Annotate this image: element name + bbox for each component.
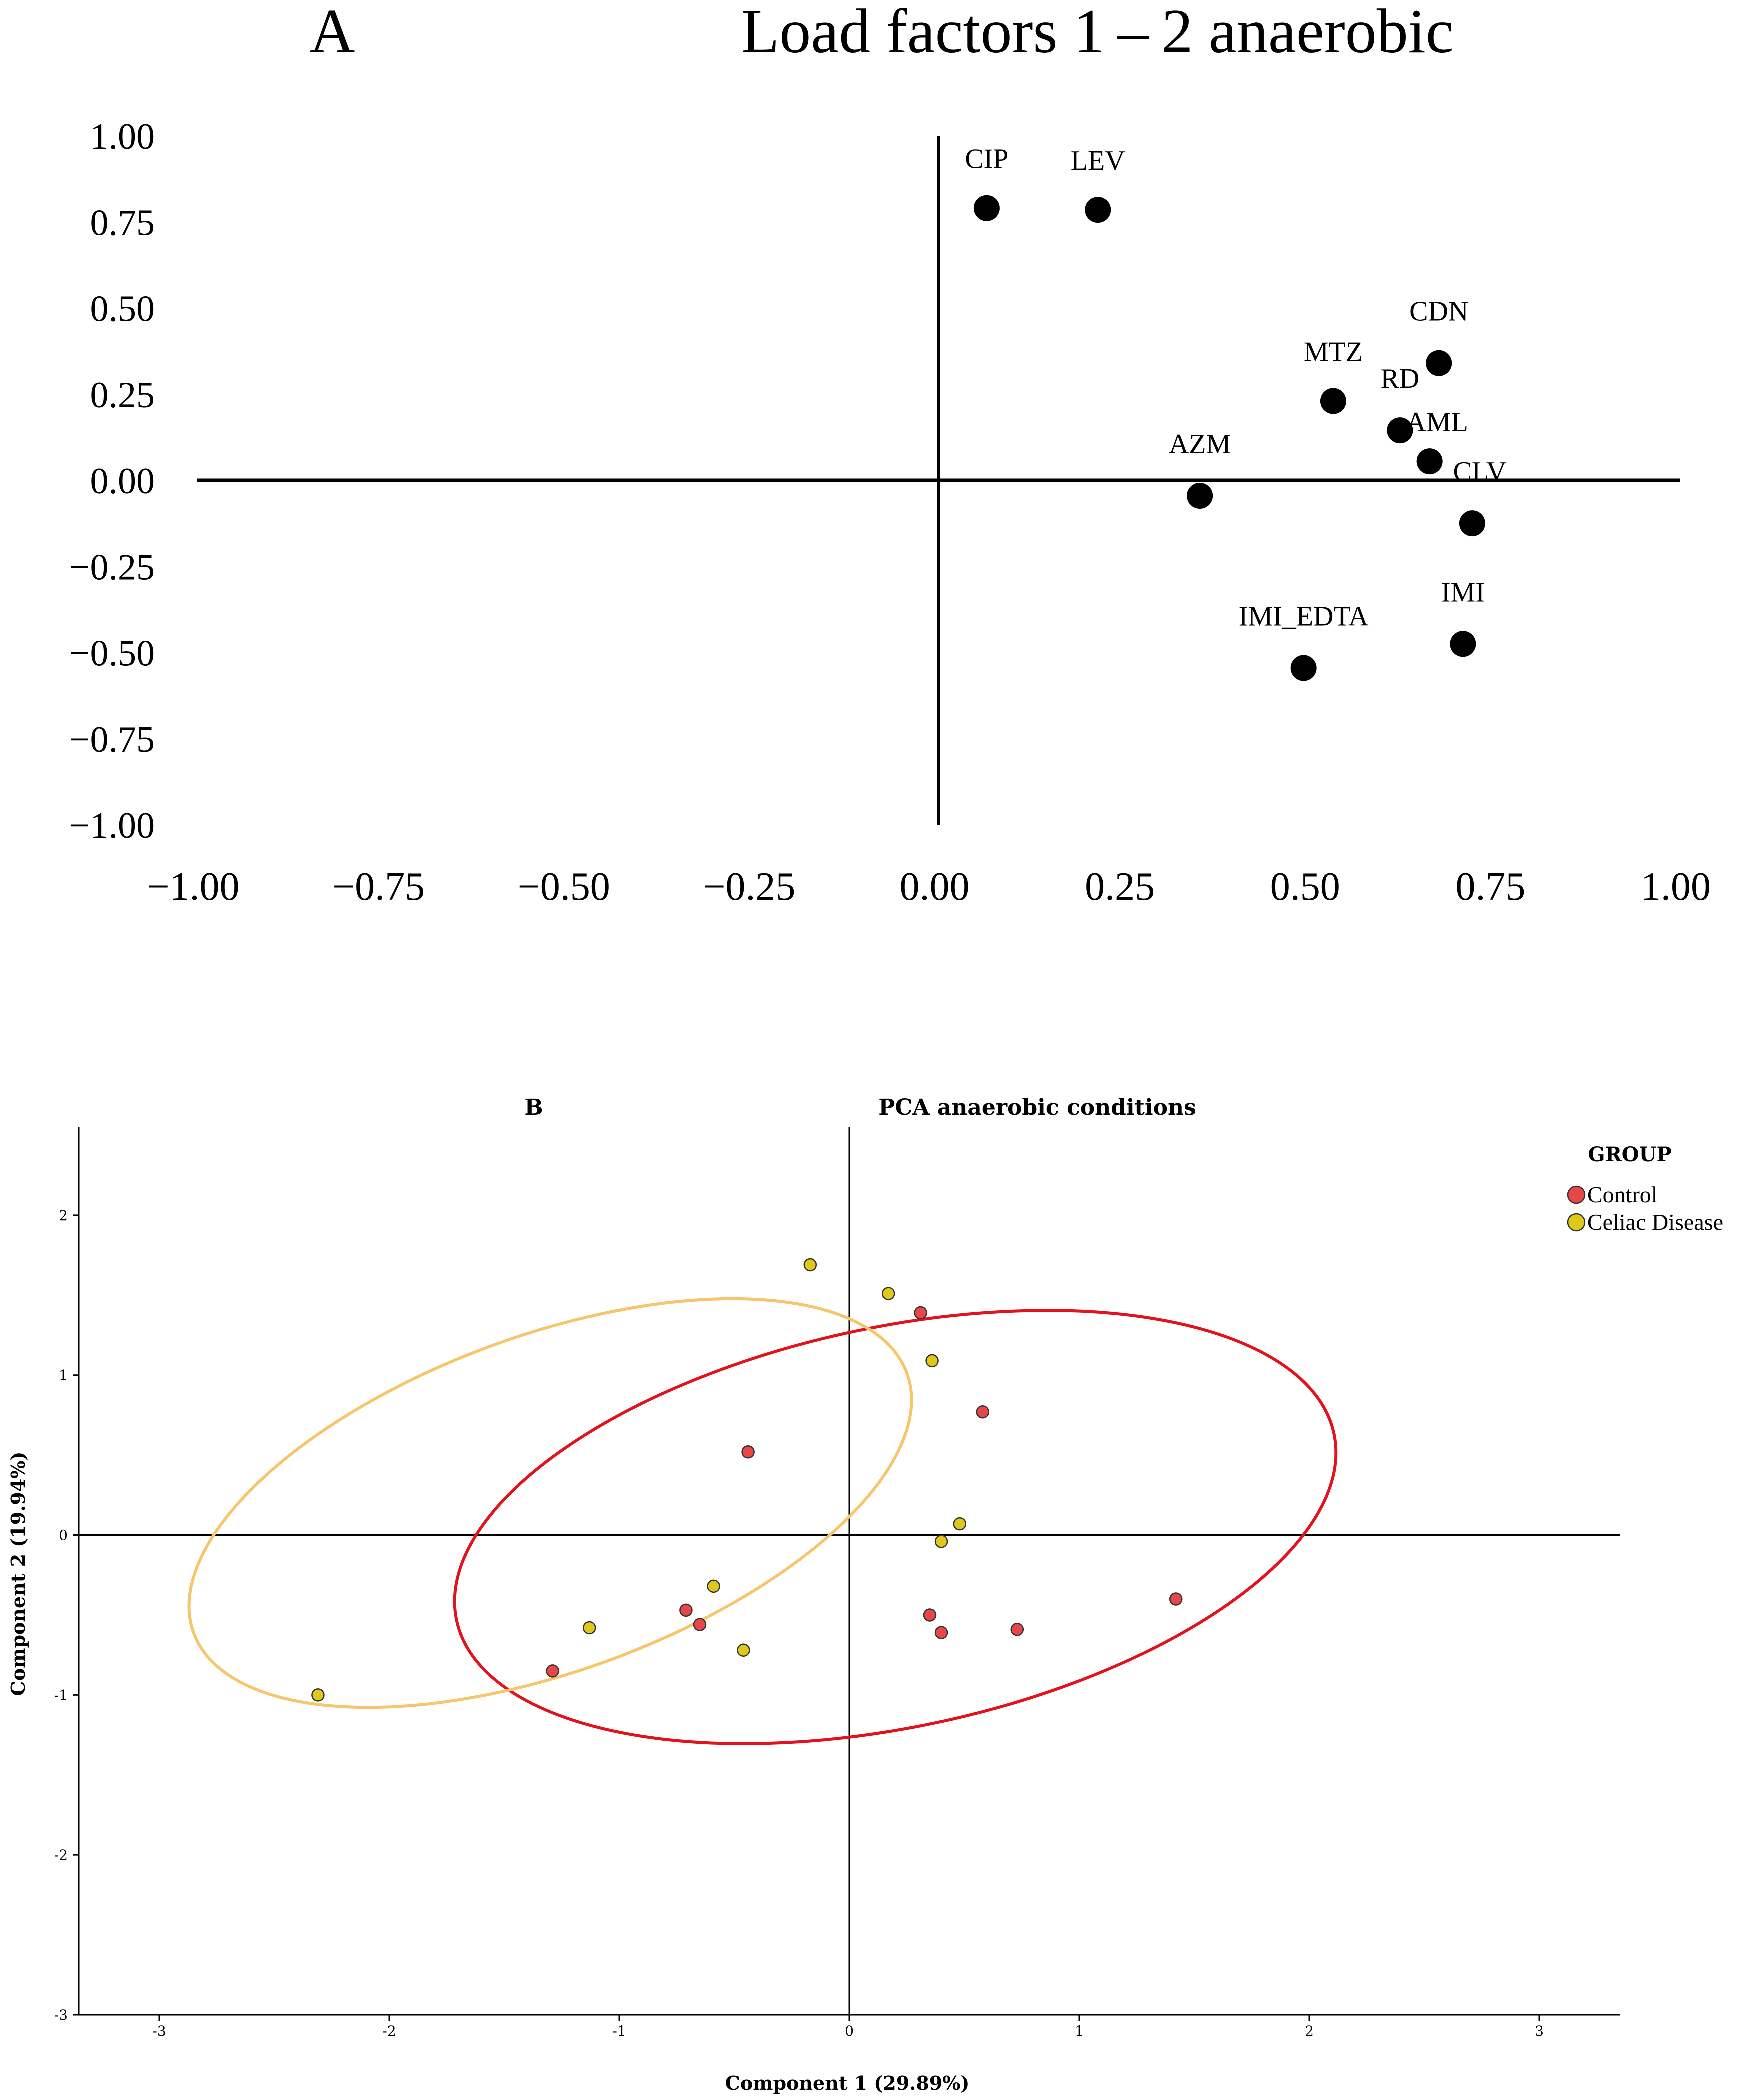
control-point — [1169, 1592, 1183, 1606]
x-tick-label: 1 — [1075, 2023, 1084, 2040]
x-tick-label: -3 — [152, 2023, 166, 2040]
point-imi-label: IMI — [1441, 577, 1485, 608]
y-tick-labels: 1.00 0.75 0.50 0.25 0.00 −0.25 −0.50 −0.75 −1.00 — [69, 116, 155, 846]
point-cdn-marker — [1426, 350, 1452, 376]
control-point — [693, 1618, 707, 1632]
point-lev-marker — [1085, 197, 1111, 224]
x-tick-label: 0.50 — [1270, 865, 1340, 909]
point-azm-label: AZM — [1169, 429, 1231, 460]
x-tick-label: -1 — [612, 2023, 626, 2040]
legend-celiac-disease-marker — [1567, 1213, 1586, 1232]
data-points — [311, 1258, 1183, 1702]
celiac-disease-point — [803, 1258, 817, 1272]
point-mtz-marker — [1320, 388, 1346, 414]
point-cdn-label: CDN — [1409, 296, 1468, 328]
celiac-disease-point — [737, 1644, 750, 1658]
point-lev-label: LEV — [1071, 146, 1125, 176]
loadings-scatter-plot: A Load factors 1 – 2 anaerobic 1.00 0.75 0… — [69, 0, 1711, 909]
y-tick-label: 0.75 — [90, 202, 155, 244]
control-point — [1010, 1622, 1024, 1636]
point-clv-marker — [1459, 510, 1485, 537]
x-tick-label: −0.25 — [703, 865, 795, 909]
point-mtz-label: MTZ — [1304, 337, 1363, 368]
x-tick-label: -2 — [382, 2023, 396, 2040]
x-tick-labels: −1.00 −0.75 −0.50 −0.25 0.00 0.25 0.50 0.75 1.00 — [147, 865, 1711, 909]
confidence-ellipses — [187, 1297, 1338, 1746]
data-points: CIP LEV CDN MTZ RD AML CLV AZM IMI IMI_EDTA — [965, 144, 1506, 682]
y-tick-label: 0 — [59, 1528, 68, 1544]
point-cip-label: CIP — [965, 144, 1008, 175]
y-tick-labels: 2 1 0 -1 -2 -3 — [54, 1208, 79, 2024]
y-tick-label: −1.00 — [69, 806, 155, 846]
legend-celiac-disease-label: Celiac Disease — [1587, 1210, 1723, 1235]
point-rd-marker — [1387, 418, 1413, 444]
control-point — [934, 1626, 948, 1640]
point-aml-marker — [1416, 448, 1443, 475]
y-tick-label: −0.50 — [69, 634, 155, 674]
y-tick-label: 0.50 — [90, 289, 155, 330]
x-tick-label: 0.75 — [1455, 865, 1525, 909]
x-tick-label: −0.75 — [332, 865, 425, 909]
x-tick-label: 0 — [845, 2023, 854, 2040]
x-tick-label: 0.25 — [1085, 865, 1155, 909]
panel-a-loadings-plot: A Load factors 1 – 2 anaerobic 1.00 0.75 0… — [0, 0, 1758, 950]
plot-frame — [78, 1128, 1620, 2016]
y-tick-label: -1 — [54, 1687, 68, 1704]
celiac-disease-point — [925, 1354, 939, 1368]
x-tick-label: 3 — [1535, 2023, 1544, 2040]
x-tick-label: −1.00 — [147, 865, 239, 909]
y-tick-label: 0.00 — [90, 461, 155, 502]
celiac-disease-point — [953, 1517, 967, 1531]
panel-letter: B — [524, 1095, 543, 1120]
y-tick-label: 0.25 — [90, 375, 155, 416]
point-azm-marker — [1187, 483, 1213, 510]
control-ellipse — [453, 1309, 1338, 1746]
x-tick-label: 2 — [1305, 2023, 1314, 2040]
x-tick-label: −0.50 — [518, 865, 610, 909]
celiac-disease-point — [582, 1621, 596, 1635]
y-tick-label: −0.75 — [69, 720, 155, 760]
panel-letter: A — [310, 0, 355, 66]
legend-title: GROUP — [1588, 1143, 1671, 1166]
axes — [197, 136, 1680, 825]
point-rd-label: RD — [1380, 364, 1419, 394]
point-imi-edta-marker — [1290, 655, 1317, 682]
control-point — [976, 1406, 990, 1419]
y-tick-label: −0.25 — [69, 547, 155, 588]
point-imi-marker — [1450, 631, 1476, 658]
celiac-disease-point — [311, 1688, 325, 1702]
y-tick-label: 1.00 — [90, 116, 155, 158]
legend-control-label: Control — [1587, 1182, 1658, 1208]
point-aml-label: AML — [1406, 407, 1468, 438]
point-cip-marker — [973, 195, 1000, 222]
y-tick-label: -2 — [54, 1847, 68, 1864]
control-point — [546, 1664, 559, 1678]
y-tick-label: 2 — [59, 1208, 68, 1224]
y-axis-label: Component 2 (19.94%) — [7, 1452, 29, 1696]
legend-control-marker — [1567, 1186, 1586, 1204]
x-tick-label: 1.00 — [1641, 865, 1711, 909]
celiac-disease-point — [881, 1287, 895, 1300]
y-tick-label: 1 — [59, 1368, 68, 1384]
x-tick-label: 0.00 — [900, 865, 970, 909]
y-tick-label: -3 — [54, 2007, 68, 2024]
control-point — [679, 1604, 693, 1618]
control-point — [914, 1306, 927, 1320]
control-point — [923, 1608, 937, 1622]
panel-b-pca-plot: B PCA anaerobic conditions 2 1 0 -1 -2 -3 -3-… — [0, 1075, 1758, 2100]
x-tick-labels: -3 -2 -1 0 1 2 3 — [152, 2015, 1544, 2040]
chart-title: Load factors 1 – 2 anaerobic — [741, 0, 1453, 66]
point-clv-label: CLV — [1453, 456, 1506, 488]
control-point — [741, 1445, 755, 1459]
celiac-disease-point — [707, 1580, 720, 1594]
x-axis-label: Component 1 (29.89%) — [725, 2072, 970, 2094]
pca-scatter-plot: B PCA anaerobic conditions 210-1-2-3 -3-… — [7, 1095, 1723, 2094]
celiac-disease-point — [934, 1535, 948, 1548]
point-imi-edta-label: IMI_EDTA — [1239, 602, 1369, 632]
chart-title: PCA anaerobic conditions — [878, 1095, 1196, 1120]
celiac-disease-ellipse — [187, 1297, 913, 1710]
